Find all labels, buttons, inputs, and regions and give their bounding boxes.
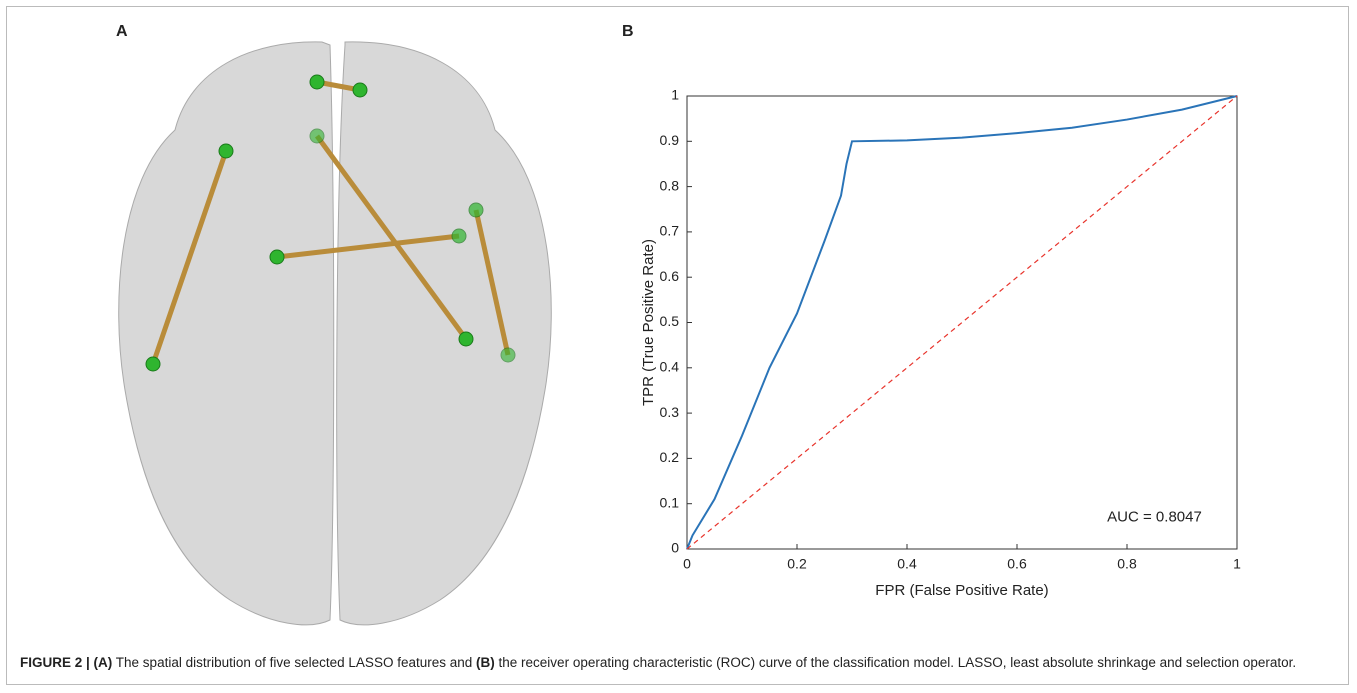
y-tick-label: 0.5 [660,313,680,329]
y-tick-label: 0.7 [660,223,680,239]
caption: FIGURE 2 | (A) The spatial distribution … [20,652,1340,673]
caption-text: the receiver operating characteristic (R… [499,655,1297,670]
roc-chart: 0 0.2 0.4 0.6 0.8 1 0 0.1 0.2 0.3 0.4 0.5 0.6 0.7 0.8 0… [640,87,1241,599]
left-hemisphere [119,42,334,625]
x-tick-label: 0.8 [1117,556,1137,572]
x-tick-label: 1 [1233,556,1241,572]
y-tick-label: 0.1 [660,494,680,510]
brain-image [119,42,552,625]
y-tick-label: 1 [671,87,679,103]
y-tick-label: 0.4 [660,359,680,375]
y-tick-label: 0.6 [660,268,680,284]
caption-lead: (B) [476,655,495,670]
y-tick-label: 0.2 [660,449,680,465]
caption-text: The spatial distribution of five selecte… [116,655,472,670]
y-tick-label: 0 [671,540,679,556]
x-tick-label: 0 [683,556,691,572]
annotation: AUC = 0.8047 [1107,508,1202,525]
y-tick-label: 0.3 [660,404,680,420]
x-tick-label: 0.4 [897,556,917,572]
x-tick-label: 0.6 [1007,556,1027,572]
y-tick-label: 0.8 [660,177,680,193]
y-tick-label: 0.9 [660,132,680,148]
panel-label: A [116,23,128,40]
y-axis-label: TPR (True Positive Rate) [640,239,657,406]
series-line [687,96,1237,549]
panel-label: B [622,23,634,40]
right-hemisphere [337,42,552,625]
caption-lead: FIGURE 2 | (A) [20,655,112,670]
x-tick-label: 0.2 [787,556,807,572]
figure: A B 0 0.2 0.4 0.6 0.8 1 0 0.1 0.2 0.3 0.4 0.5 0.6 0.7… [0,0,1357,640]
x-axis-label: FPR (False Positive Rate) [875,582,1048,599]
page: A B 0 0.2 0.4 0.6 0.8 1 0 0.1 0.2 0.3 0.4 0.5 0.6 0.7… [0,0,1357,693]
